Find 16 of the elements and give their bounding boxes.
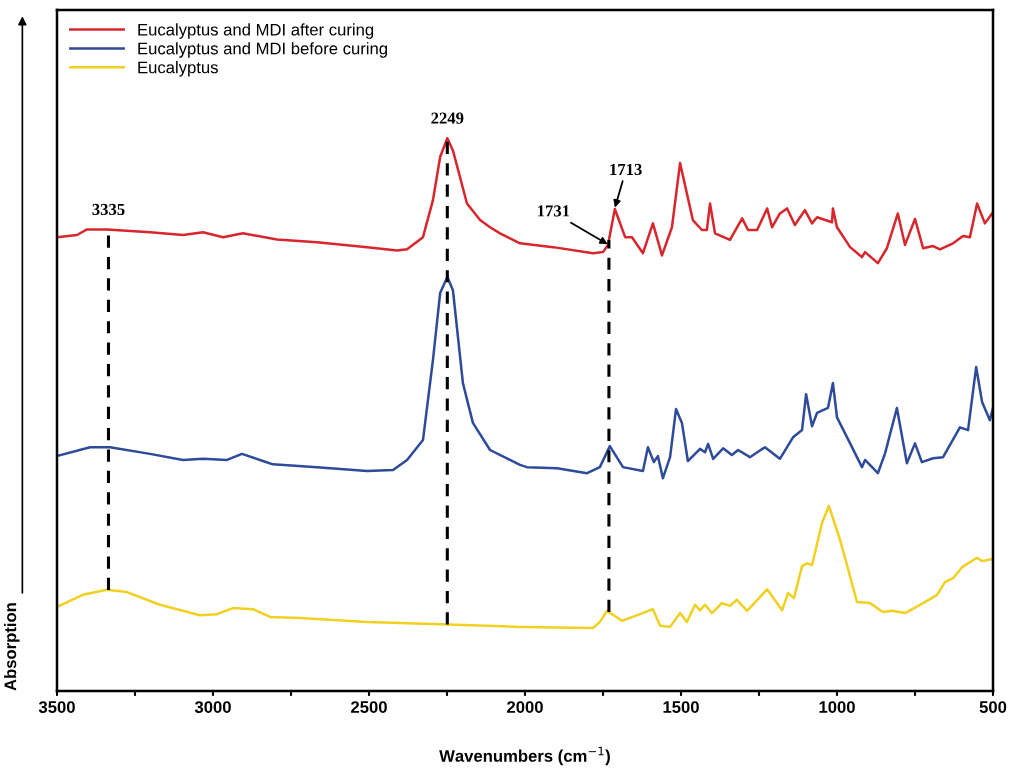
- legend-label: Eucalyptus: [138, 61, 218, 77]
- legend-label: Eucalyptus and MDI after curing: [138, 23, 374, 39]
- x-axis-title: Wavenumbers (cm$^{−1}$): [439, 746, 610, 766]
- x-tick-label: 1500: [663, 701, 699, 713]
- annotation: 1713: [610, 163, 642, 176]
- ref-line-label: 3335: [92, 203, 125, 216]
- x-tick-label: 2000: [507, 701, 543, 713]
- x-tick-label: 1000: [819, 701, 855, 713]
- annotation: 1731: [538, 205, 570, 217]
- x-tick-label: 3000: [194, 701, 231, 713]
- x-tick-label: 3500: [38, 701, 75, 713]
- legend-label: Eucalyptus and MDI before curing: [138, 42, 387, 58]
- ref-line-label: 2249: [431, 112, 464, 124]
- x-tick-label: 2500: [351, 701, 387, 713]
- x-tick-label: 500: [979, 701, 1007, 713]
- y-axis-title: Absorption: [4, 603, 20, 691]
